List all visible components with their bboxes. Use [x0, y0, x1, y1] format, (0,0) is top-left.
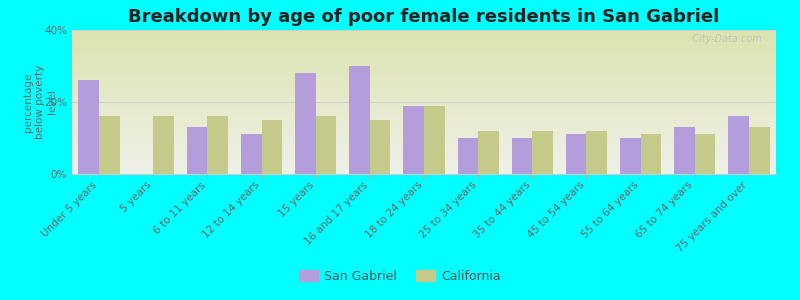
Bar	[207, 116, 228, 174]
Legend: San Gabriel, California: San Gabriel, California	[294, 265, 506, 288]
Bar	[403, 106, 424, 174]
Bar	[620, 138, 641, 174]
Bar	[424, 106, 445, 174]
Text: 18 to 24 years: 18 to 24 years	[363, 180, 424, 241]
Bar	[316, 116, 336, 174]
Text: 35 to 44 years: 35 to 44 years	[472, 180, 532, 241]
Text: Under 5 years: Under 5 years	[40, 180, 99, 239]
Bar	[99, 116, 120, 174]
Bar	[566, 134, 586, 174]
Bar	[694, 134, 715, 174]
Text: 55 to 64 years: 55 to 64 years	[580, 180, 641, 241]
Bar	[350, 66, 370, 174]
Bar	[154, 116, 174, 174]
Bar	[295, 73, 316, 174]
Bar	[478, 131, 498, 174]
Bar	[728, 116, 749, 174]
Text: 16 and 17 years: 16 and 17 years	[303, 180, 370, 247]
Bar	[674, 127, 694, 174]
Bar	[458, 138, 478, 174]
Bar	[262, 120, 282, 174]
Bar	[78, 80, 99, 174]
Title: Breakdown by age of poor female residents in San Gabriel: Breakdown by age of poor female resident…	[128, 8, 720, 26]
Text: 45 to 54 years: 45 to 54 years	[526, 180, 586, 241]
Bar	[241, 134, 262, 174]
Bar	[749, 127, 770, 174]
Bar	[187, 127, 207, 174]
Text: 15 years: 15 years	[277, 180, 316, 219]
Text: 75 years and over: 75 years and over	[675, 180, 749, 254]
Text: 6 to 11 years: 6 to 11 years	[152, 180, 207, 236]
Text: 25 to 34 years: 25 to 34 years	[418, 180, 478, 241]
Bar	[641, 134, 661, 174]
Text: 12 to 14 years: 12 to 14 years	[201, 180, 262, 241]
Text: 65 to 74 years: 65 to 74 years	[634, 180, 694, 241]
Text: City-Data.com: City-Data.com	[686, 34, 762, 44]
Bar	[532, 131, 553, 174]
Bar	[370, 120, 390, 174]
Bar	[512, 138, 532, 174]
Text: 5 years: 5 years	[119, 180, 154, 214]
Bar	[586, 131, 607, 174]
Y-axis label: percentage
below poverty
level: percentage below poverty level	[23, 65, 57, 139]
